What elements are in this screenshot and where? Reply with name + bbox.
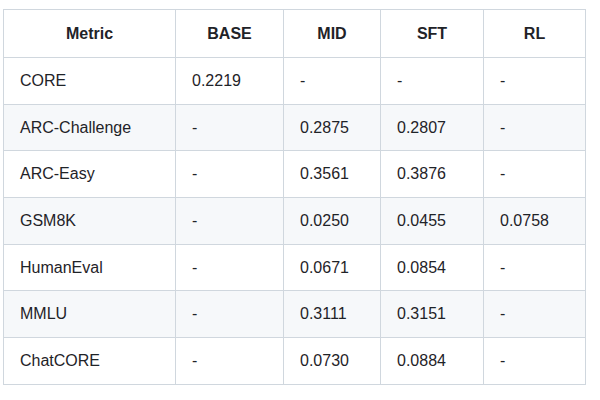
value-cell-base: - bbox=[176, 291, 284, 338]
table-row-core: CORE 0.2219 - - - bbox=[4, 58, 586, 105]
value-cell-mid: 0.3561 bbox=[284, 151, 381, 198]
value-cell-rl: - bbox=[484, 291, 586, 338]
table-body: CORE 0.2219 - - - ARC-Challenge - 0.2875… bbox=[4, 58, 586, 385]
value-cell-base: - bbox=[176, 151, 284, 198]
metric-name-cell: ARC-Easy bbox=[4, 151, 176, 198]
value-cell-mid: 0.0671 bbox=[284, 244, 381, 291]
metric-name-cell: MMLU bbox=[4, 291, 176, 338]
column-header-mid: MID bbox=[284, 10, 381, 58]
value-cell-sft: - bbox=[381, 58, 484, 105]
metric-name-cell: CORE bbox=[4, 58, 176, 105]
value-cell-base: - bbox=[176, 338, 284, 385]
column-header-base: BASE bbox=[176, 10, 284, 58]
value-cell-base: - bbox=[176, 104, 284, 151]
value-cell-rl: 0.0758 bbox=[484, 198, 586, 245]
table-header: Metric BASE MID SFT RL bbox=[4, 10, 586, 58]
value-cell-rl: - bbox=[484, 104, 586, 151]
value-cell-rl: - bbox=[484, 151, 586, 198]
benchmark-metrics-table: Metric BASE MID SFT RL CORE 0.2219 - - -… bbox=[3, 9, 586, 385]
value-cell-rl: - bbox=[484, 338, 586, 385]
table-row-arc-easy: ARC-Easy - 0.3561 0.3876 - bbox=[4, 151, 586, 198]
table-row-chatcore: ChatCORE - 0.0730 0.0884 - bbox=[4, 338, 586, 385]
value-cell-sft: 0.0455 bbox=[381, 198, 484, 245]
value-cell-base: 0.2219 bbox=[176, 58, 284, 105]
metric-name-cell: GSM8K bbox=[4, 198, 176, 245]
column-header-metric: Metric bbox=[4, 10, 176, 58]
value-cell-mid: 0.0730 bbox=[284, 338, 381, 385]
value-cell-mid: - bbox=[284, 58, 381, 105]
value-cell-base: - bbox=[176, 198, 284, 245]
value-cell-sft: 0.0854 bbox=[381, 244, 484, 291]
metric-name-cell: ARC-Challenge bbox=[4, 104, 176, 151]
value-cell-sft: 0.2807 bbox=[381, 104, 484, 151]
value-cell-mid: 0.3111 bbox=[284, 291, 381, 338]
column-header-rl: RL bbox=[484, 10, 586, 58]
value-cell-mid: 0.2875 bbox=[284, 104, 381, 151]
value-cell-sft: 0.3151 bbox=[381, 291, 484, 338]
table-row-arc-challenge: ARC-Challenge - 0.2875 0.2807 - bbox=[4, 104, 586, 151]
header-row: Metric BASE MID SFT RL bbox=[4, 10, 586, 58]
value-cell-rl: - bbox=[484, 244, 586, 291]
value-cell-sft: 0.0884 bbox=[381, 338, 484, 385]
value-cell-mid: 0.0250 bbox=[284, 198, 381, 245]
table-row-mmlu: MMLU - 0.3111 0.3151 - bbox=[4, 291, 586, 338]
column-header-sft: SFT bbox=[381, 10, 484, 58]
value-cell-sft: 0.3876 bbox=[381, 151, 484, 198]
value-cell-rl: - bbox=[484, 58, 586, 105]
value-cell-base: - bbox=[176, 244, 284, 291]
metric-name-cell: ChatCORE bbox=[4, 338, 176, 385]
metric-name-cell: HumanEval bbox=[4, 244, 176, 291]
table-row-gsm8k: GSM8K - 0.0250 0.0455 0.0758 bbox=[4, 198, 586, 245]
table-row-humaneval: HumanEval - 0.0671 0.0854 - bbox=[4, 244, 586, 291]
